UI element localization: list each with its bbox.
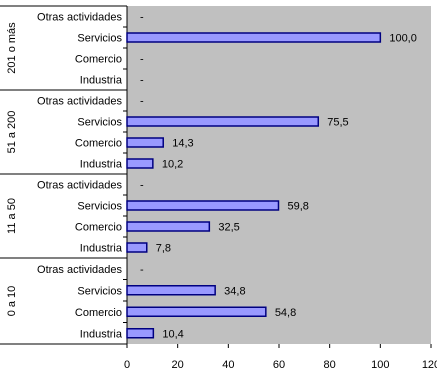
data-label: 14,3 bbox=[172, 138, 193, 150]
category-label: Servicios bbox=[77, 285, 122, 297]
x-tick-label: 120 bbox=[422, 359, 437, 371]
bar bbox=[126, 285, 216, 296]
axes: 0 20 40 60 80 100 120 bbox=[0, 5, 437, 371]
category-label: Otras actividades bbox=[37, 264, 122, 276]
x-tick-label: 40 bbox=[222, 359, 234, 371]
category-label: Servicios bbox=[77, 201, 122, 213]
data-label: - bbox=[140, 75, 144, 87]
data-label: - bbox=[140, 96, 144, 108]
data-label: - bbox=[140, 264, 144, 276]
data-label: - bbox=[140, 12, 144, 24]
data-label: 7,8 bbox=[156, 243, 171, 255]
bar bbox=[126, 242, 148, 253]
x-tick-label: 0 bbox=[124, 359, 130, 371]
bar bbox=[126, 200, 280, 211]
data-label: 10,4 bbox=[162, 328, 183, 340]
bar bbox=[126, 221, 211, 232]
data-label: 10,2 bbox=[162, 159, 183, 171]
group-label: 201 o más bbox=[6, 22, 18, 74]
group-label: 11 a 50 bbox=[6, 198, 18, 234]
data-label: 100,0 bbox=[389, 33, 417, 45]
bar bbox=[126, 116, 320, 127]
bar bbox=[126, 306, 267, 317]
category-label: Servicios bbox=[77, 117, 122, 129]
labels: 201 o más Otras actividades - Servicios 100,… bbox=[6, 12, 417, 341]
category-label: Comercio bbox=[75, 54, 122, 66]
group-label: 51 a 200 bbox=[6, 111, 18, 154]
category-label: Industria bbox=[80, 75, 123, 87]
bar bbox=[126, 328, 155, 339]
data-label: 59,8 bbox=[287, 201, 308, 213]
category-label: Servicios bbox=[77, 33, 122, 45]
data-label: 75,5 bbox=[327, 117, 348, 129]
category-label: Comercio bbox=[75, 307, 122, 319]
category-label: Industria bbox=[80, 328, 123, 340]
bar bbox=[126, 32, 382, 43]
bar bbox=[126, 137, 164, 148]
group-label: 0 a 10 bbox=[6, 286, 18, 317]
data-label: - bbox=[140, 180, 144, 192]
category-label: Industria bbox=[80, 243, 123, 255]
category-label: Otras actividades bbox=[37, 180, 122, 192]
category-label: Otras actividades bbox=[37, 12, 122, 24]
data-label: 32,5 bbox=[218, 222, 239, 234]
category-label: Industria bbox=[80, 159, 123, 171]
x-tick-label: 100 bbox=[371, 359, 389, 371]
data-label: 54,8 bbox=[275, 307, 296, 319]
data-label: - bbox=[140, 54, 144, 66]
category-label: Comercio bbox=[75, 222, 122, 234]
x-tick-label: 80 bbox=[324, 359, 336, 371]
category-label: Otras actividades bbox=[37, 96, 122, 108]
category-label: Comercio bbox=[75, 138, 122, 150]
x-tick-label: 60 bbox=[273, 359, 285, 371]
x-tick-label: 20 bbox=[172, 359, 184, 371]
bar bbox=[126, 158, 154, 169]
bars bbox=[126, 32, 382, 339]
data-label: 34,8 bbox=[224, 285, 245, 297]
